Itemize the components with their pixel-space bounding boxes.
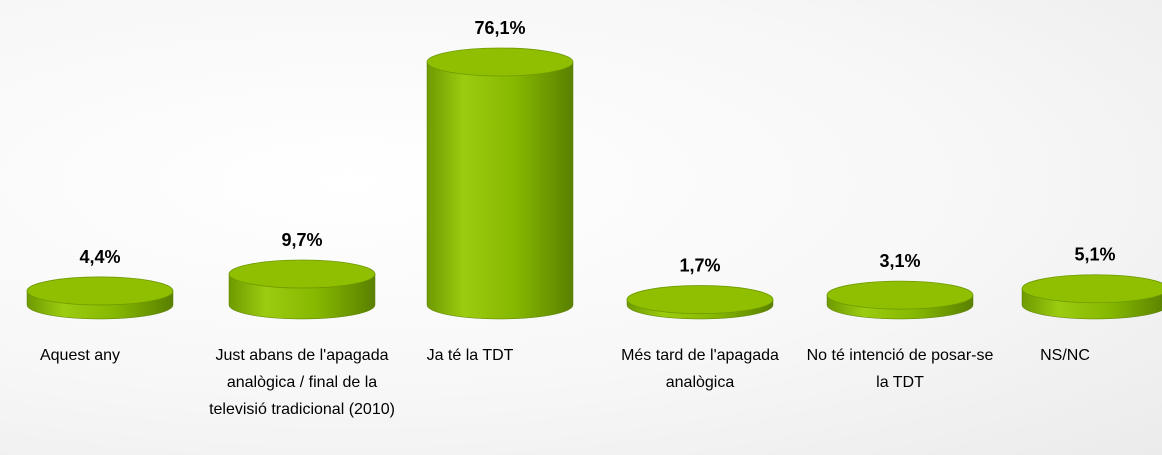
category-label: NS/NC — [1040, 347, 1090, 364]
bar-top — [1021, 274, 1162, 304]
category-label: Just abans de l'apagada analògica / fina… — [209, 347, 395, 418]
bar-top — [426, 47, 574, 77]
category-label: No té intenció de posar-se la TDT — [806, 347, 994, 391]
category-label: Aquest any — [39, 347, 121, 364]
category-label: Més tard de l'apagada analògica — [621, 347, 779, 391]
category-label: Ja té la TDT — [426, 347, 514, 364]
bar — [426, 61, 574, 320]
value-label: 3,1% — [879, 251, 920, 271]
value-label: 4,4% — [79, 247, 120, 267]
bar-top — [228, 259, 376, 289]
bar-top — [826, 280, 974, 310]
value-label: 5,1% — [1074, 245, 1115, 265]
bar-top — [26, 276, 174, 306]
bar-top — [626, 285, 774, 314]
value-label: 1,7% — [679, 256, 720, 276]
value-label: 9,7% — [281, 230, 322, 250]
value-label: 76,1% — [474, 18, 525, 38]
